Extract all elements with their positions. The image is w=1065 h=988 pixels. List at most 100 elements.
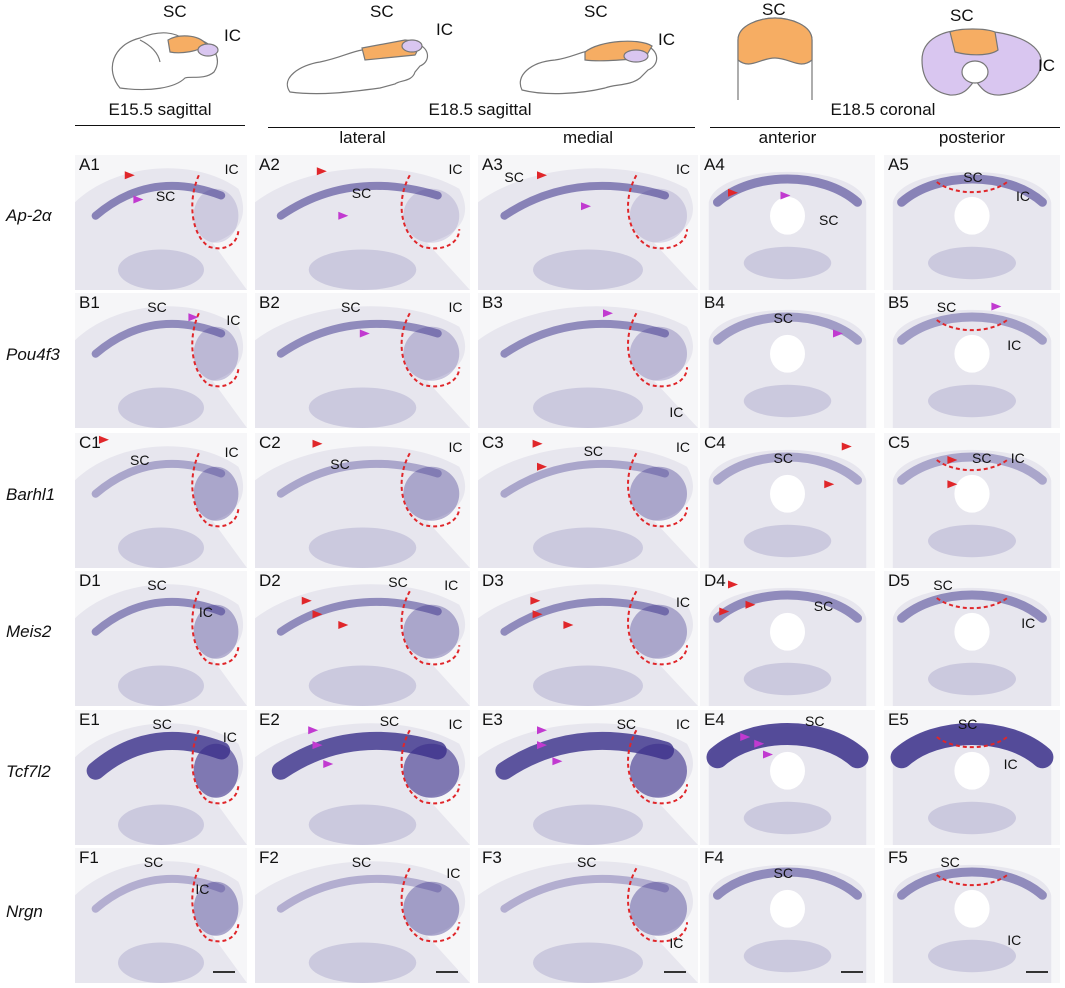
gene-label-nrgn: Nrgn: [6, 902, 43, 921]
region-label-ic: IC: [669, 404, 684, 420]
micrograph: [892, 587, 1052, 706]
panel-b2: B2 SC IC: [255, 293, 470, 428]
panel-c1: C1 SC IC: [75, 433, 247, 568]
region-label-ic: IC: [448, 160, 463, 177]
micrograph: [890, 723, 1054, 845]
region-label-sc: SC: [933, 576, 953, 593]
scale-bar: [841, 971, 863, 973]
region-label-sc: SC: [351, 185, 372, 201]
magenta-arrowhead-icon: [603, 309, 613, 318]
micrograph: [75, 861, 247, 983]
red-arrowhead-icon: [532, 610, 543, 619]
magenta-arrowhead-icon: [780, 191, 791, 200]
region-label-sc: SC: [583, 442, 604, 459]
magenta-arrowhead-icon: [754, 739, 765, 748]
magenta-arrowhead-icon: [552, 757, 563, 766]
micrograph: [708, 864, 867, 983]
panel-label: F2: [259, 848, 279, 867]
micrograph: [708, 171, 867, 290]
region-label-ic: IC: [1010, 449, 1025, 466]
region-label-ic: IC: [676, 438, 690, 455]
panel-a5: A5 SC IC: [884, 155, 1060, 290]
schematic-e185-lateral: [286, 39, 429, 95]
panel-f3: F3 SC IC: [478, 848, 698, 983]
panel-c4: C4 SC: [700, 433, 875, 568]
schematic-label-sc: SC: [163, 2, 187, 21]
region-label-sc: SC: [155, 187, 176, 204]
region-label-sc: SC: [351, 853, 372, 870]
scale-bar: [213, 971, 235, 973]
micrograph: [708, 580, 867, 706]
micrograph: [892, 449, 1052, 568]
scale-bar: [664, 971, 686, 973]
header-underline: [75, 125, 245, 126]
schematic-e185-medial: [519, 40, 658, 95]
panel-b3: B3 IC: [478, 293, 698, 428]
region-label-sc: SC: [972, 449, 992, 466]
schematic-e185-anterior: [737, 17, 813, 100]
magenta-arrowhead-icon: [537, 741, 547, 750]
red-arrowhead-icon: [316, 167, 327, 176]
micrograph: [255, 306, 470, 428]
region-label-ic: IC: [1003, 756, 1018, 773]
micrograph: [255, 861, 470, 983]
panel-label: E2: [259, 710, 280, 729]
panel-a4: A4 SC: [700, 155, 875, 290]
red-arrowhead-icon: [537, 462, 547, 471]
region-label-ic: IC: [448, 298, 463, 315]
red-arrowhead-icon: [947, 480, 958, 489]
red-arrowhead-icon: [312, 610, 323, 619]
magenta-arrowhead-icon: [763, 750, 773, 759]
micrograph: [478, 723, 698, 845]
panel-label: F1: [79, 848, 99, 867]
gene-label-pou4f3: Pou4f3: [6, 345, 60, 364]
region-label-sc: SC: [147, 298, 167, 315]
magenta-arrowhead-icon: [188, 313, 199, 322]
magenta-arrowhead-icon: [323, 760, 334, 768]
panel-d4: D4 SC: [700, 571, 875, 706]
panel-f5: F5 SC IC: [884, 848, 1060, 983]
magenta-arrowhead-icon: [537, 726, 547, 735]
scale-bar: [1026, 971, 1048, 973]
red-arrowhead-icon: [124, 171, 135, 180]
schematic-label-sc: SC: [950, 6, 974, 25]
panel-label: A2: [259, 155, 280, 174]
red-arrowhead-icon: [824, 480, 835, 489]
red-arrowhead-icon: [719, 607, 730, 616]
region-label-sc: SC: [388, 574, 408, 590]
region-label-sc: SC: [963, 168, 983, 185]
gene-label-tcf7l2: Tcf7l2: [6, 762, 51, 781]
red-arrowhead-icon: [728, 580, 738, 589]
red-arrowhead-icon: [98, 435, 109, 444]
panel-e1: E1 SC IC: [75, 710, 247, 845]
panel-label: B1: [79, 293, 100, 312]
panel-label: D1: [79, 571, 101, 590]
panel-label: A5: [888, 155, 909, 174]
subheader-lateral: lateral: [339, 128, 386, 147]
panel-label: D3: [482, 571, 504, 590]
micrograph: [75, 584, 247, 706]
schematic-e155: [111, 32, 219, 91]
magenta-arrowhead-icon: [581, 202, 591, 211]
schematic-e185-posterior: [921, 28, 1042, 96]
micrograph: [708, 442, 867, 568]
panel-label: F5: [888, 848, 908, 867]
panel-b4: B4 SC: [700, 293, 875, 428]
panel-label: D2: [259, 571, 281, 590]
region-label-sc: SC: [143, 853, 164, 870]
panel-label: E3: [482, 710, 503, 729]
region-label-ic: IC: [222, 729, 237, 746]
panel-d5: D5 SC IC: [884, 571, 1060, 706]
micrograph: [478, 439, 698, 568]
panel-d2: D2 SC IC: [255, 571, 470, 706]
panel-label: F3: [482, 848, 502, 867]
red-arrowhead-icon: [532, 439, 543, 448]
region-label-ic: IC: [676, 594, 690, 611]
region-label-ic: IC: [1007, 932, 1022, 948]
panel-b1: B1 SC IC: [75, 293, 247, 428]
region-label-ic: IC: [448, 438, 463, 455]
region-label-sc: SC: [577, 853, 597, 870]
red-arrowhead-icon: [338, 621, 349, 629]
schematic-label-ic: IC: [224, 26, 241, 45]
red-arrowhead-icon: [537, 171, 547, 180]
